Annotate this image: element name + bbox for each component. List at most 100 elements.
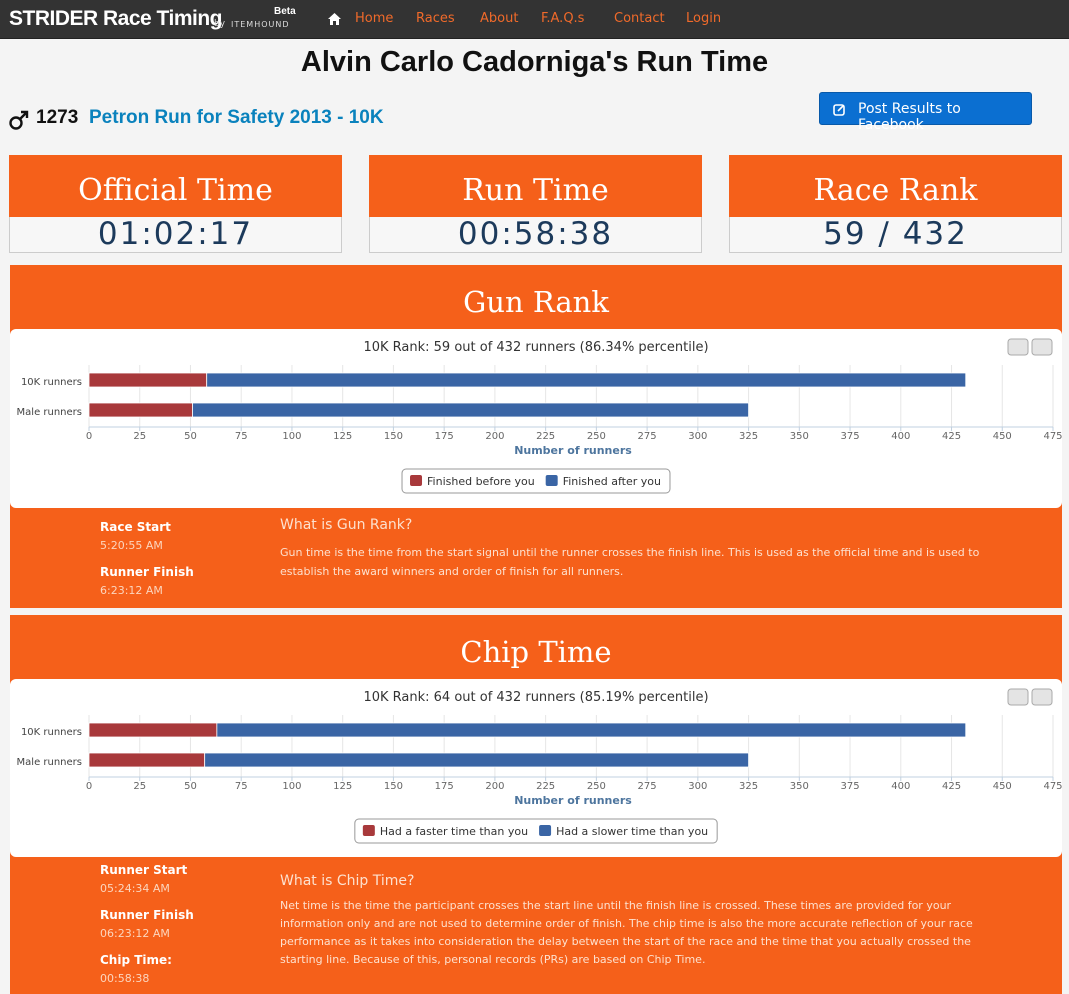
section-title: Gun Rank — [463, 285, 609, 319]
legend-swatch[interactable] — [539, 825, 552, 836]
x-tick-label: 350 — [790, 431, 809, 442]
toolbar-button[interactable] — [1031, 688, 1053, 706]
x-tick-label: 325 — [739, 781, 758, 792]
x-tick-label: 50 — [184, 431, 197, 442]
bar-segment — [204, 752, 749, 768]
stat-value: 00:58:38 — [369, 217, 702, 253]
nav-link[interactable]: Home — [355, 11, 394, 26]
x-tick-label: 425 — [942, 781, 961, 792]
toolbar-button[interactable] — [1007, 688, 1029, 706]
nav-link[interactable]: Contact — [614, 11, 665, 26]
x-tick-label: 400 — [891, 431, 910, 442]
stat-value: 01:02:17 — [9, 217, 342, 253]
race-distance[interactable]: 10K — [348, 107, 384, 128]
separator: - — [337, 107, 344, 128]
legend-label[interactable]: Finished after you — [563, 475, 661, 488]
x-tick-label: 450 — [993, 781, 1012, 792]
stat-value: 59 / 432 — [729, 217, 1062, 253]
x-tick-label: 25 — [133, 781, 146, 792]
legend-swatch[interactable] — [545, 475, 558, 486]
x-tick-label: 100 — [282, 781, 301, 792]
bib-number: 1273 — [36, 107, 79, 128]
x-tick-label: 275 — [638, 781, 657, 792]
bar-segment — [216, 722, 967, 738]
x-tick-label: 25 — [133, 431, 146, 442]
legend-box — [354, 818, 718, 844]
x-tick-label: 0 — [86, 431, 92, 442]
y-tick-label: 10K runners — [21, 727, 82, 738]
x-tick-label: 250 — [587, 431, 606, 442]
x-tick-label: 125 — [333, 431, 352, 442]
race-name[interactable]: Petron Run for Safety 2013 - 10K — [89, 107, 384, 129]
x-tick-label: 475 — [1043, 781, 1062, 792]
stat-box: Run Time 00:58:38 — [369, 155, 702, 253]
toolbar-button[interactable] — [1007, 338, 1029, 356]
legend-label[interactable]: Had a faster time than you — [380, 825, 528, 838]
chart-card: 10K Rank: 59 out of 432 runners (86.34% … — [10, 329, 1062, 508]
facebook-button[interactable]: Post Results to Facebook — [819, 92, 1032, 133]
x-axis-label: Number of runners — [514, 794, 632, 807]
detail-value: 5:20:55 AM — [100, 539, 163, 552]
nav-link[interactable]: Login — [686, 11, 722, 26]
chart-card: 10K Rank: 64 out of 432 runners (85.19% … — [10, 679, 1062, 857]
chart: 10K Rank: 59 out of 432 runners (86.34% … — [17, 338, 1062, 494]
bar-segment — [88, 402, 193, 418]
x-tick-label: 275 — [638, 431, 657, 442]
x-tick-label: 300 — [688, 431, 707, 442]
x-tick-label: 300 — [688, 781, 707, 792]
page-title: Alvin Carlo Cadorniga's Run Time — [300, 46, 769, 78]
detail-label: Runner Finish — [100, 908, 194, 922]
button-label: Post Results to Facebook — [858, 101, 961, 133]
detail-label: Chip Time: — [100, 953, 172, 967]
bar-segment — [88, 722, 218, 738]
x-tick-label: 125 — [333, 781, 352, 792]
race-title[interactable]: Petron Run for Safety 2013 — [89, 107, 332, 128]
bar-segment — [206, 372, 967, 388]
x-tick-label: 0 — [86, 781, 92, 792]
x-tick-label: 75 — [235, 431, 248, 442]
chart-title: 10K Rank: 64 out of 432 runners (85.19% … — [363, 690, 708, 705]
detail-value: 6:23:12 AM — [100, 584, 163, 597]
chart-title: 10K Rank: 59 out of 432 runners (86.34% … — [363, 340, 708, 355]
y-tick-label: Male runners — [17, 757, 82, 768]
x-tick-label: 200 — [485, 431, 504, 442]
stat-label: Run Time — [369, 155, 702, 217]
y-tick-label: 10K runners — [21, 377, 82, 388]
nav-link[interactable]: About — [480, 11, 519, 26]
info-text: Net time is the time the participant cro… — [280, 899, 973, 966]
bar-segment — [192, 402, 749, 418]
beta-badge: Beta — [274, 6, 296, 17]
x-tick-label: 375 — [841, 781, 860, 792]
logo-brand: ITEMHOUND — [231, 20, 290, 29]
stat-label: Race Rank — [729, 155, 1062, 217]
legend-label[interactable]: Finished before you — [427, 475, 535, 488]
x-tick-label: 375 — [841, 431, 860, 442]
detail-label: Race Start — [100, 520, 171, 534]
detail-label: Runner Finish — [100, 565, 194, 579]
legend-label[interactable]: Had a slower time than you — [556, 825, 708, 838]
nav-link[interactable]: Races — [416, 11, 455, 26]
section-title: Chip Time — [460, 635, 612, 669]
x-tick-label: 175 — [435, 781, 454, 792]
x-tick-label: 450 — [993, 431, 1012, 442]
toolbar-button[interactable] — [1031, 338, 1053, 356]
nav-link[interactable]: F.A.Q.s — [541, 11, 585, 26]
logo-by: by — [214, 19, 226, 29]
legend-swatch[interactable] — [362, 825, 375, 836]
x-tick-label: 75 — [235, 781, 248, 792]
x-tick-label: 175 — [435, 431, 454, 442]
x-tick-label: 225 — [536, 781, 555, 792]
logo[interactable]: STRIDER Race Timing — [9, 7, 223, 30]
x-axis-label: Number of runners — [514, 444, 632, 457]
info-title: What is Chip Time? — [280, 873, 415, 889]
x-tick-label: 50 — [184, 781, 197, 792]
legend-box — [401, 468, 671, 494]
x-tick-label: 200 — [485, 781, 504, 792]
stat-box: Official Time 01:02:17 — [9, 155, 342, 253]
chip-time-section: Chip Time 10K Rank: 64 out of 432 runner… — [10, 615, 1062, 994]
legend-swatch[interactable] — [410, 475, 423, 486]
bar-segment — [88, 372, 208, 388]
x-tick-label: 425 — [942, 431, 961, 442]
home-icon — [328, 13, 341, 25]
